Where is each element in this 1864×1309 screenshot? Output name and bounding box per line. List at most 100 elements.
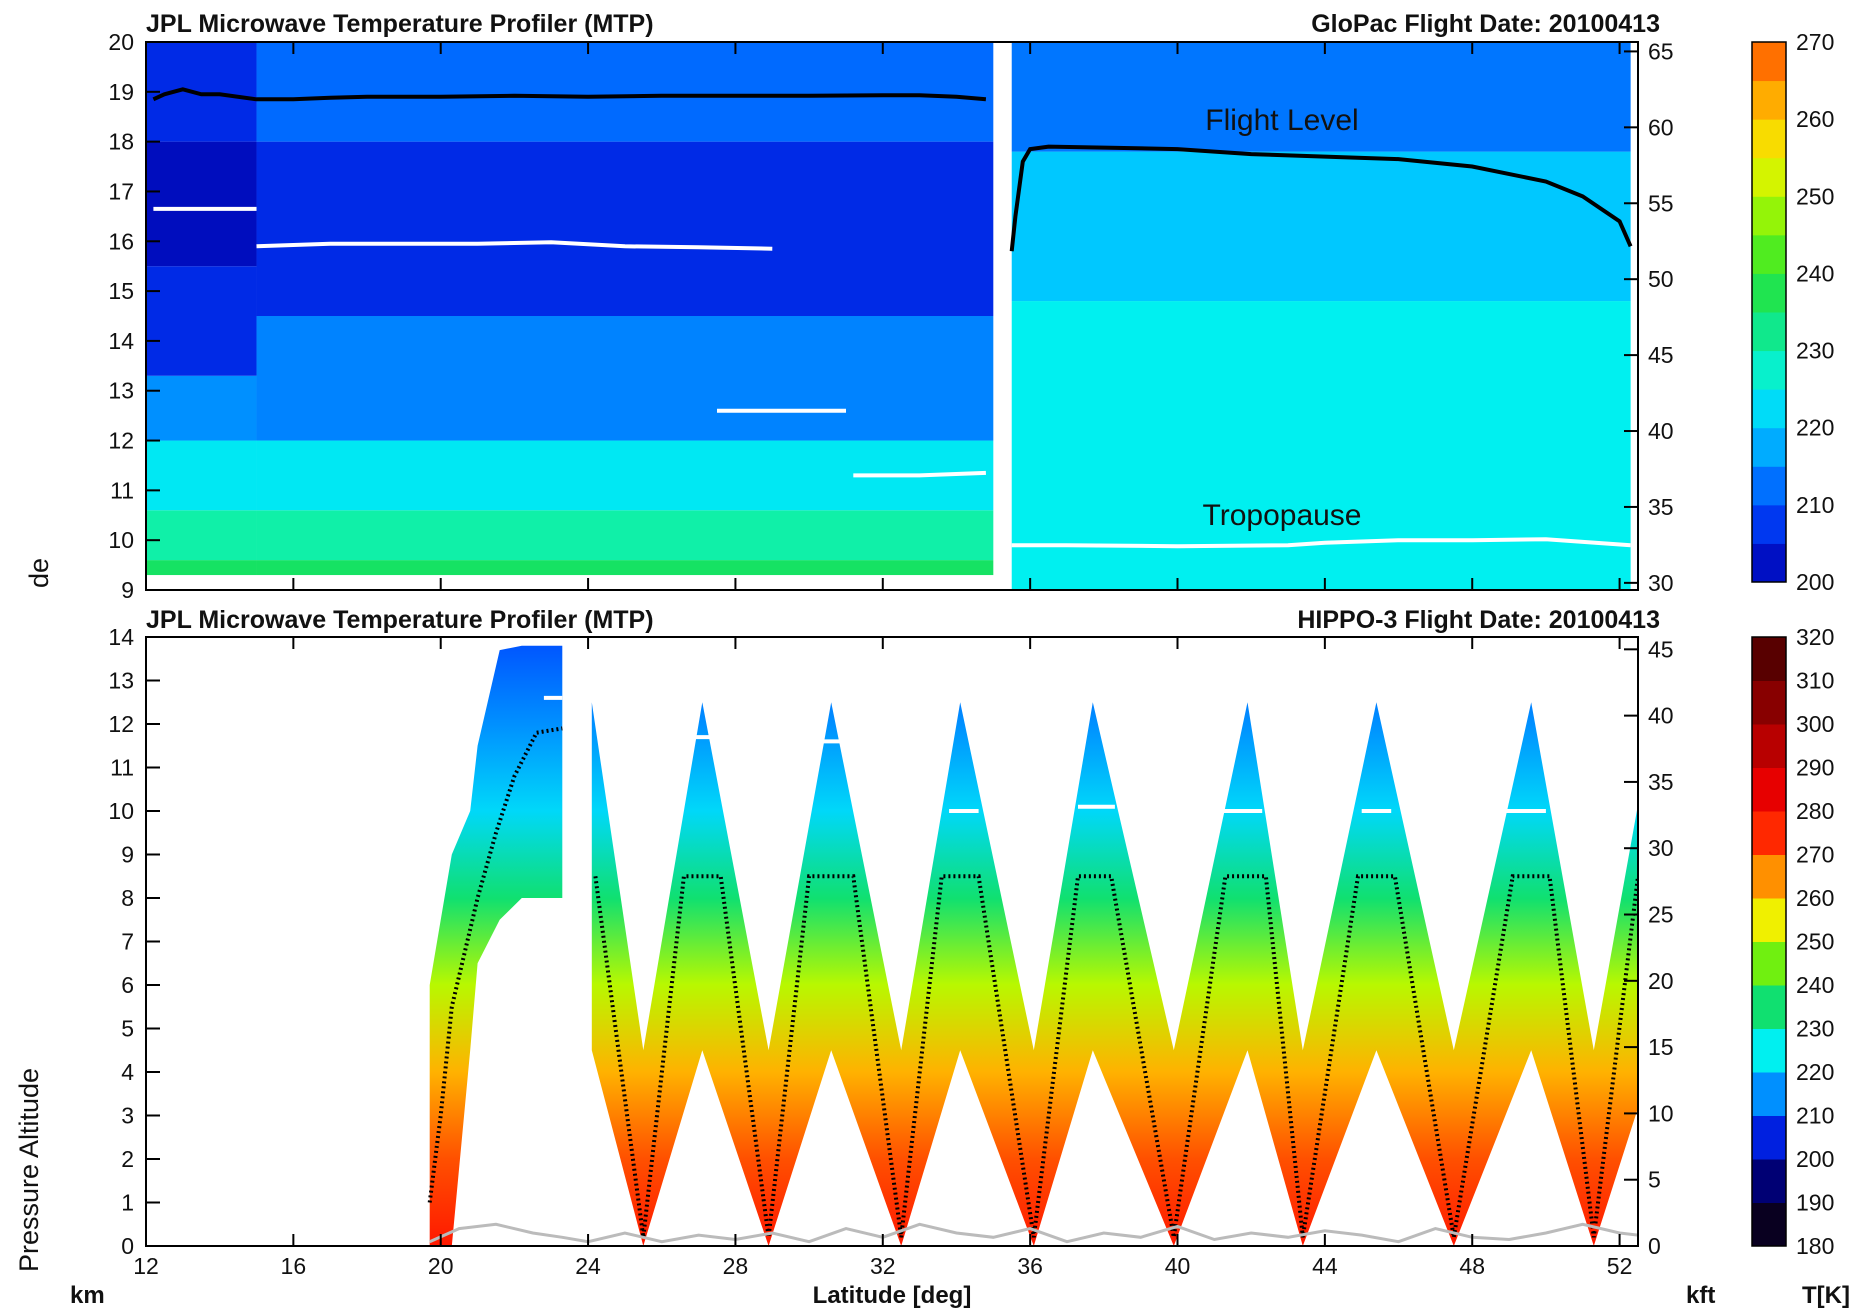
bottom-colorbar-tick-label: 210 [1796,1103,1834,1129]
bottom-colorbar-tick-label: 250 [1796,929,1834,955]
bottom-subtitle: HIPPO-3 Flight Date: 20100413 [1297,606,1660,634]
top-region-0-band-3 [146,375,257,441]
top-colorbar-swatch [1752,427,1786,467]
bottom-colorbar-swatch [1752,898,1786,942]
bottom-title: JPL Microwave Temperature Profiler (MTP) [146,606,654,634]
bottom-y-tick-label: 9 [121,842,134,868]
top-colorbar-swatch [1752,543,1786,583]
bottom-colorbar-swatch [1752,1115,1786,1160]
bottom-colorbar-tick-label: 310 [1796,668,1834,694]
bottom-x-tick-label: 36 [1017,1253,1043,1279]
top-colorbar-tick-label: 230 [1796,338,1834,364]
top-x-ticks [145,42,1621,590]
top-region-1-band-5 [256,42,994,142]
colorbar-label: T[K] [1802,1282,1850,1309]
bottom-y2-tick-label: 30 [1648,835,1674,861]
y-axis-label: Pressure Altitude [14,1068,44,1272]
bottom-y2-axis: 0 5 10 15 20 25 30 35 40 45 [1624,636,1674,1259]
bottom-colorbar-tick-label: 180 [1796,1233,1834,1259]
bottom-colorbar-tick-label: 280 [1796,798,1834,824]
bottom-x-tick-label: 28 [723,1253,749,1279]
bottom-x-tick-label: 40 [1165,1253,1191,1279]
top-y-tick-label: 16 [108,228,134,254]
bottom-colorbar-tick-label: 200 [1796,1146,1834,1172]
top-y-tick-label: 13 [108,378,134,404]
bottom-colorbar-swatch [1752,1072,1786,1116]
top-region-0-band-0 [146,560,257,576]
bottom-x-tick-label: 44 [1312,1253,1338,1279]
top-y2-tick-label: 50 [1648,266,1674,292]
bottom-y2-tick-label: 5 [1648,1167,1661,1193]
top-colorbar-swatch [1752,466,1786,506]
top-colorbar-swatch [1752,312,1786,352]
bottom-y2-tick-label: 25 [1648,902,1674,928]
top-y2-axis: 30 35 40 45 50 55 60 65 [1624,38,1674,596]
top-region-1-band-3 [256,316,994,441]
bottom-y-tick-label: 10 [108,798,134,824]
bottom-colorbar-swatch [1752,854,1786,899]
top-colorbar-swatch [1752,42,1786,82]
bottom-colorbar-tick-label: 220 [1796,1059,1834,1085]
bottom-colorbar-swatch [1752,767,1786,812]
bottom-y-tick-label: 2 [121,1146,134,1172]
bottom-colorbar-swatch [1752,1202,1786,1247]
unit-km-label: km [70,1282,105,1309]
top-y2-tick-label: 65 [1648,38,1674,64]
bottom-y2-tick-label: 35 [1648,769,1674,795]
bottom-series-0 [427,726,1638,1238]
bottom-y2-tick-label: 40 [1648,703,1674,729]
bottom-lines [427,695,1638,1244]
bottom-y-tick-label: 8 [121,885,134,911]
top-colorbar-swatch [1752,80,1786,120]
top-plot-frame [145,41,1639,591]
bottom-y-tick-label: 6 [121,972,134,998]
bottom-y-tick-label: 12 [108,711,134,737]
bottom-colorbar-tick-label: 300 [1796,711,1834,737]
bottom-colorbar-swatch [1752,724,1786,768]
top-colorbar-tick-label: 260 [1796,106,1834,132]
bottom-colorbar-swatch [1752,1028,1786,1073]
bottom-x-tick-label: 20 [428,1253,454,1279]
bottom-y2-tick-label: 0 [1648,1233,1661,1259]
top-colorbar-swatch [1752,504,1786,544]
top-colorbar-tick-label: 240 [1796,260,1834,286]
bottom-x-tick-label: 52 [1607,1253,1633,1279]
bottom-colorbar-tick-label: 290 [1796,755,1834,781]
bottom-y2-tick-label: 10 [1648,1100,1674,1126]
top-colorbar-tick-label: 270 [1796,29,1834,55]
bottom-chart: JPL Microwave Temperature Profiler (MTP)… [14,606,1850,1309]
bottom-y-tick-label: 13 [108,668,134,694]
top-region-0-band-6 [146,42,257,142]
bottom-y-tick-label: 5 [121,1016,134,1042]
bottom-x-tick-label: 16 [281,1253,307,1279]
bottom-colorbar-tick-label: 320 [1796,624,1834,650]
bottom-y2-tick-label: 45 [1648,636,1674,662]
bottom-envelope-1 [591,702,1638,1246]
top-lines [152,87,1633,549]
top-y2-tick-label: 30 [1648,570,1674,596]
bottom-colorbar-swatch [1752,985,1786,1029]
tropopause-label: Tropopause [1203,499,1362,532]
top-subtitle: GloPac Flight Date: 20100413 [1311,10,1660,38]
bottom-y-tick-label: 3 [121,1103,134,1129]
top-y-tick-label: 20 [108,29,134,55]
top-colorbar-tick-label: 200 [1796,569,1834,595]
top-region-1-band-1 [256,510,994,561]
top-region-0-band-2 [146,440,257,511]
unit-kft-label: kft [1686,1282,1715,1309]
top-colorbar-frame [1751,41,1787,583]
bottom-y-tick-label: 14 [108,624,134,650]
top-y-tick-label: 14 [108,328,134,354]
bottom-y-tick-label: 4 [121,1059,134,1085]
bottom-colorbar: 180 190 200 210 220 230 240 250 260 270 280 290 300 3… [1751,624,1834,1259]
top-region-2-band-1 [1011,151,1631,302]
top-y-tick-label: 9 [121,577,134,603]
bottom-colorbar-swatch [1752,941,1786,986]
top-colorbar: 200 210 220 230 240 250 260 270 [1751,29,1834,595]
bottom-colorbar-swatch [1752,680,1786,725]
top-region-1-band-4 [256,141,994,316]
top-heatmap [146,42,1631,590]
bottom-colorbar-swatch [1752,811,1786,855]
top-colorbar-tick-label: 250 [1796,183,1834,209]
